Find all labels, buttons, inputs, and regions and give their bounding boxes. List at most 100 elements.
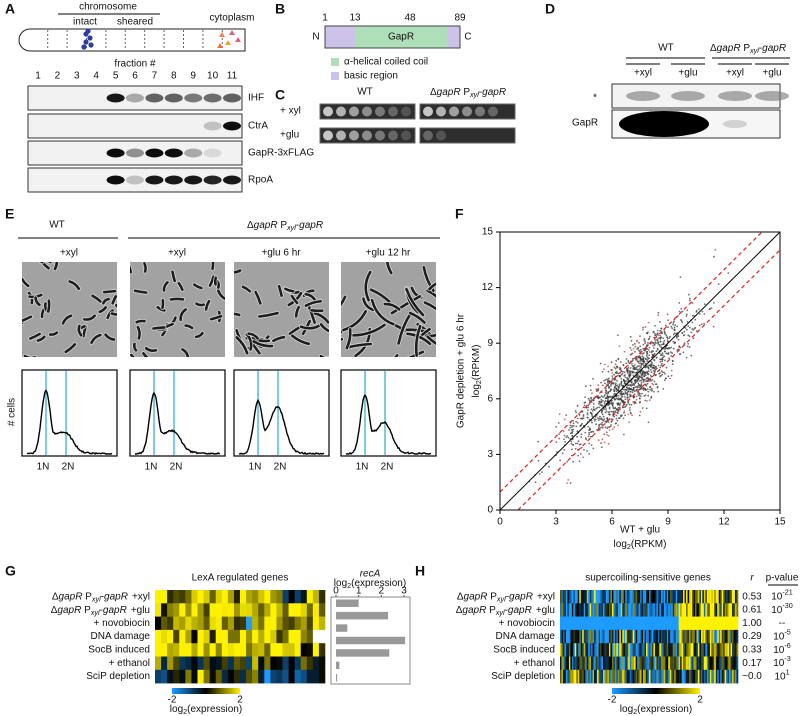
scatter-dot — [610, 410, 613, 413]
heatmap-cell — [720, 669, 722, 684]
scatter-dot — [630, 404, 633, 406]
scatter-dot — [656, 386, 659, 389]
heatmap-cell — [660, 590, 663, 604]
heatmap-cell — [663, 616, 666, 631]
heatmap-cell — [312, 669, 320, 684]
heatmap-cell — [646, 656, 648, 671]
heatmap-cell — [227, 590, 235, 604]
heatmap-cell — [215, 669, 223, 684]
colorbar — [172, 688, 240, 694]
heatmap-cell — [167, 590, 174, 604]
scatter-dot — [649, 388, 651, 391]
scatter-dot — [635, 376, 638, 379]
colorbar-label-part: log — [620, 704, 633, 715]
histogram-curve — [345, 393, 432, 455]
heatmap-cell — [209, 643, 217, 657]
heatmap-cell — [678, 603, 681, 617]
heatmap-cell — [155, 590, 162, 604]
heatmap-cell — [647, 656, 650, 671]
heatmap-cell — [197, 590, 204, 604]
heatmap-cell — [600, 656, 602, 671]
cell — [40, 262, 50, 270]
heatmap-cell — [603, 590, 605, 604]
heatmap-cell — [574, 616, 577, 631]
scatter-dot — [597, 419, 600, 422]
row-label-part: +glu — [131, 605, 150, 616]
heatmap-cell — [675, 656, 678, 671]
heatmap-cell — [668, 629, 671, 644]
scatter-dot — [607, 434, 610, 437]
heatmap-cell — [619, 590, 622, 604]
heatmap-cell — [654, 616, 657, 631]
scatter-dot — [688, 297, 691, 300]
cell — [143, 262, 147, 273]
heatmap-cell — [155, 603, 162, 617]
heatmap-cell — [623, 656, 626, 671]
lane-label: +glu — [678, 68, 697, 79]
heatmap-cell — [640, 643, 642, 657]
blot-band — [184, 93, 203, 103]
heatmap-cell — [570, 616, 573, 631]
heatmap-cell — [221, 616, 229, 631]
scatter-dot — [670, 355, 673, 357]
heatmap-cell — [246, 669, 253, 684]
scatter-dot — [686, 321, 689, 323]
heatmap-cell — [568, 656, 571, 671]
cell — [284, 287, 295, 293]
strain-label-part: P — [461, 87, 471, 98]
scatter-dot — [632, 389, 634, 391]
p-value: -- — [779, 618, 786, 629]
heatmap-cell — [598, 643, 601, 657]
heatmap-cell — [665, 603, 668, 617]
heatmap-cell — [574, 643, 577, 657]
scatter-dot — [587, 409, 589, 412]
r-value: 0.33 — [742, 644, 762, 655]
heatmap-cell — [582, 643, 585, 657]
scatter-dot — [592, 377, 594, 380]
heatmap-cell — [650, 656, 653, 671]
heatmap-cell — [617, 669, 620, 684]
scatter-dot — [636, 380, 639, 383]
scatter-dot — [629, 388, 631, 391]
scatter-dot — [636, 357, 638, 360]
scatter-dot — [657, 337, 660, 340]
heatmap-cell — [660, 643, 663, 657]
heatmap-cell — [611, 603, 614, 617]
scatter-dot — [613, 379, 616, 381]
scatter-dot — [659, 340, 662, 343]
scatter-dot — [615, 417, 618, 420]
scatter-dot — [588, 442, 591, 445]
scatter-dot — [642, 356, 645, 359]
heatmap-cell — [714, 590, 717, 604]
scatter-dot — [648, 335, 651, 338]
heatmap-cell — [709, 656, 712, 671]
cell — [22, 315, 33, 322]
heatmap-cell — [709, 629, 712, 644]
scatter-dot — [653, 359, 656, 362]
heatmap-cell — [576, 603, 579, 617]
scatter-dot — [618, 383, 621, 386]
heatmap-cell — [617, 656, 620, 671]
heatmap-cell — [560, 590, 562, 604]
scatter-dot — [598, 423, 600, 426]
heatmap-cell — [252, 669, 259, 684]
heatmap-cell — [653, 590, 656, 604]
scatter-dot — [603, 368, 605, 370]
heatmap-cell — [312, 643, 320, 657]
cell — [277, 284, 283, 297]
heatmap-cell — [288, 616, 295, 631]
colorbar — [612, 688, 700, 694]
scatter-dot — [663, 350, 666, 353]
scatter-dot — [685, 356, 688, 359]
heatmap-cell — [689, 603, 691, 617]
heatmap-cell — [270, 603, 277, 617]
heatmap-cell — [592, 603, 595, 617]
heatmap-cell — [680, 603, 682, 617]
heatmap-cell — [560, 629, 562, 644]
heatmap-cell — [714, 669, 717, 684]
heatmap-cell — [594, 656, 596, 671]
scatter-dot — [663, 339, 666, 342]
r-value: 0.53 — [742, 591, 762, 602]
heatmap-cell — [619, 643, 622, 657]
